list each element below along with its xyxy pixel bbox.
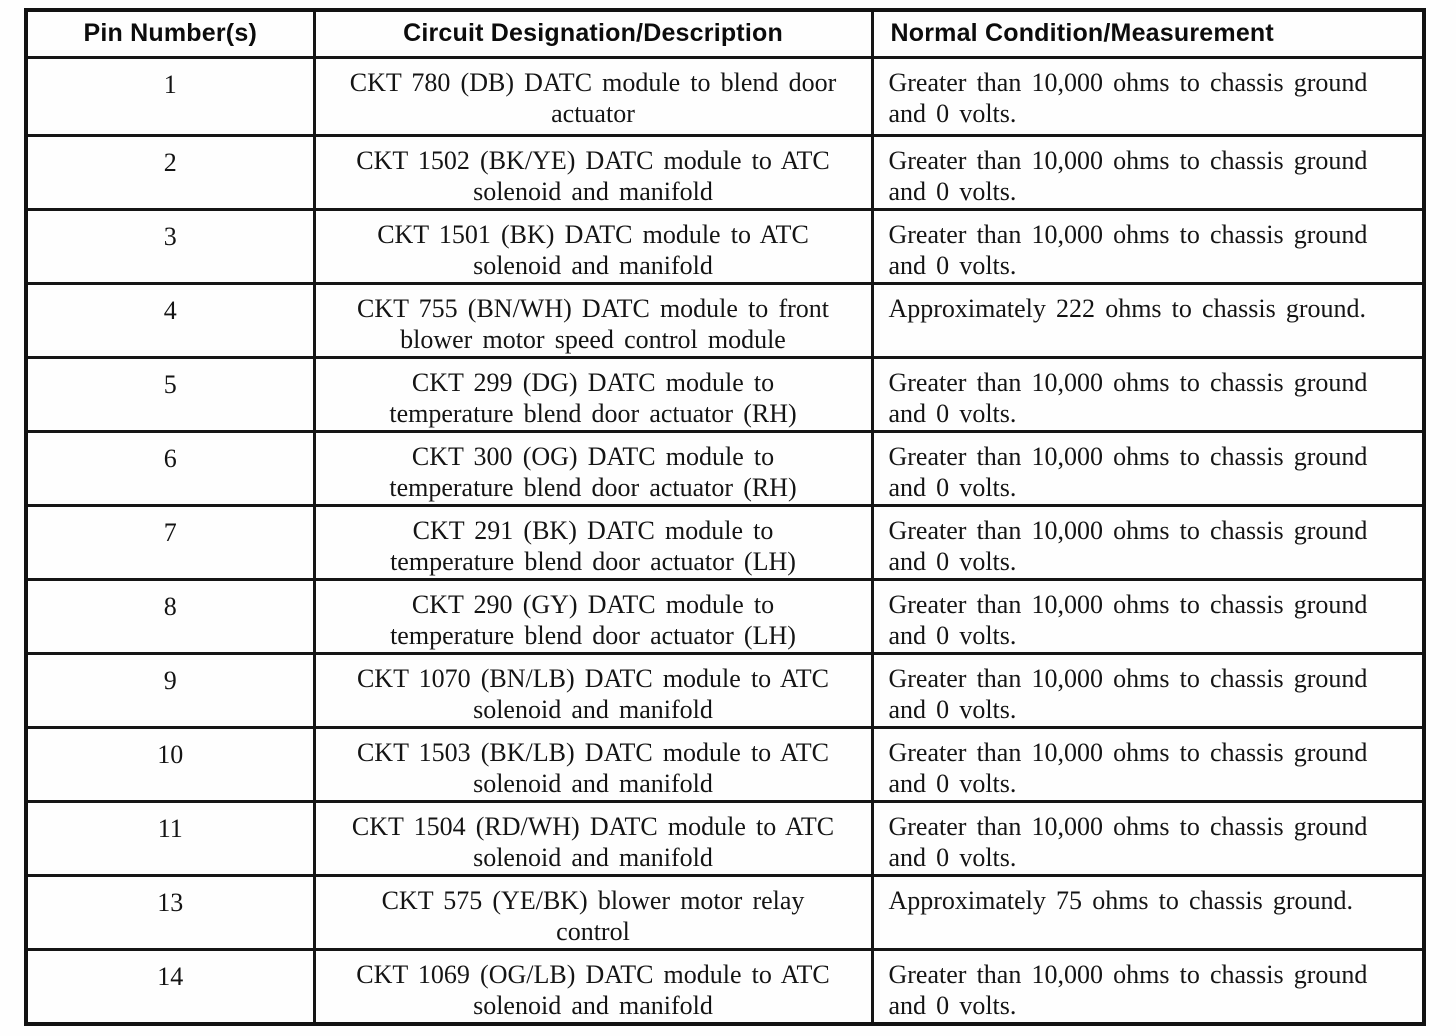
column-header-pin-numbers: Pin Number(s) <box>24 8 316 59</box>
pin-number-cell: 9 <box>24 651 316 729</box>
table-row: 4 CKT 755 (BN/WH) DATC module to front b… <box>24 281 1426 359</box>
circuit-cell: CKT 1503 (BK/LB) DATC module to ATC sole… <box>312 725 874 803</box>
circuit-cell: CKT 755 (BN/WH) DATC module to front blo… <box>312 281 874 359</box>
condition-cell: Approximately 222 ohms to chassis ground… <box>870 281 1426 359</box>
condition-cell: Greater than 10,000 ohms to chassis grou… <box>870 503 1426 581</box>
condition-cell: Greater than 10,000 ohms to chassis grou… <box>870 947 1426 1025</box>
table-row: 9 CKT 1070 (BN/LB) DATC module to ATC so… <box>24 651 1426 729</box>
pin-number-cell: 11 <box>24 799 316 877</box>
pin-number-cell: 7 <box>24 503 316 581</box>
table-row: 6 CKT 300 (OG) DATC module to temperatur… <box>24 429 1426 507</box>
condition-cell: Greater than 10,000 ohms to chassis grou… <box>870 55 1426 137</box>
table-row: 3 CKT 1501 (BK) DATC module to ATC solen… <box>24 207 1426 285</box>
table-row: 11 CKT 1504 (RD/WH) DATC module to ATC s… <box>24 799 1426 877</box>
circuit-cell: CKT 1069 (OG/LB) DATC module to ATC sole… <box>312 947 874 1025</box>
table-header-row: Pin Number(s) Circuit Designation/Descri… <box>24 8 1426 59</box>
circuit-cell: CKT 1502 (BK/YE) DATC module to ATC sole… <box>312 133 874 211</box>
condition-cell: Greater than 10,000 ohms to chassis grou… <box>870 799 1426 877</box>
table-row: 10 CKT 1503 (BK/LB) DATC module to ATC s… <box>24 725 1426 803</box>
circuit-cell: CKT 299 (DG) DATC module to temperature … <box>312 355 874 433</box>
pin-circuit-spec-table: Pin Number(s) Circuit Designation/Descri… <box>24 8 1426 1026</box>
pin-number-cell: 1 <box>24 55 316 137</box>
condition-cell: Greater than 10,000 ohms to chassis grou… <box>870 207 1426 285</box>
circuit-cell: CKT 575 (YE/BK) blower motor relay contr… <box>312 873 874 951</box>
table-row: 8 CKT 290 (GY) DATC module to temperatur… <box>24 577 1426 655</box>
condition-cell: Greater than 10,000 ohms to chassis grou… <box>870 429 1426 507</box>
condition-cell: Greater than 10,000 ohms to chassis grou… <box>870 577 1426 655</box>
condition-cell: Greater than 10,000 ohms to chassis grou… <box>870 355 1426 433</box>
circuit-cell: CKT 290 (GY) DATC module to temperature … <box>312 577 874 655</box>
pin-number-cell: 10 <box>24 725 316 803</box>
pin-number-cell: 5 <box>24 355 316 433</box>
table-row: 5 CKT 299 (DG) DATC module to temperatur… <box>24 355 1426 433</box>
condition-cell: Greater than 10,000 ohms to chassis grou… <box>870 725 1426 803</box>
circuit-cell: CKT 780 (DB) DATC module to blend door a… <box>312 55 874 137</box>
table-row: 14 CKT 1069 (OG/LB) DATC module to ATC s… <box>24 947 1426 1025</box>
pin-number-cell: 3 <box>24 207 316 285</box>
pin-number-cell: 2 <box>24 133 316 211</box>
pin-number-cell: 13 <box>24 873 316 951</box>
table-row: 2 CKT 1502 (BK/YE) DATC module to ATC so… <box>24 133 1426 211</box>
pin-number-cell: 4 <box>24 281 316 359</box>
pin-number-cell: 14 <box>24 947 316 1025</box>
circuit-cell: CKT 300 (OG) DATC module to temperature … <box>312 429 874 507</box>
condition-cell: Greater than 10,000 ohms to chassis grou… <box>870 133 1426 211</box>
table-row: 13 CKT 575 (YE/BK) blower motor relay co… <box>24 873 1426 951</box>
condition-cell: Approximately 75 ohms to chassis ground. <box>870 873 1426 951</box>
circuit-cell: CKT 1501 (BK) DATC module to ATC solenoi… <box>312 207 874 285</box>
pin-number-cell: 8 <box>24 577 316 655</box>
condition-cell: Greater than 10,000 ohms to chassis grou… <box>870 651 1426 729</box>
table-row: 1 CKT 780 (DB) DATC module to blend door… <box>24 55 1426 137</box>
circuit-cell: CKT 1504 (RD/WH) DATC module to ATC sole… <box>312 799 874 877</box>
column-header-circuit-designation: Circuit Designation/Description <box>312 8 874 59</box>
circuit-cell: CKT 291 (BK) DATC module to temperature … <box>312 503 874 581</box>
pin-number-cell: 6 <box>24 429 316 507</box>
column-header-normal-condition: Normal Condition/Measurement <box>870 8 1426 59</box>
table-row: 7 CKT 291 (BK) DATC module to temperatur… <box>24 503 1426 581</box>
circuit-cell: CKT 1070 (BN/LB) DATC module to ATC sole… <box>312 651 874 729</box>
